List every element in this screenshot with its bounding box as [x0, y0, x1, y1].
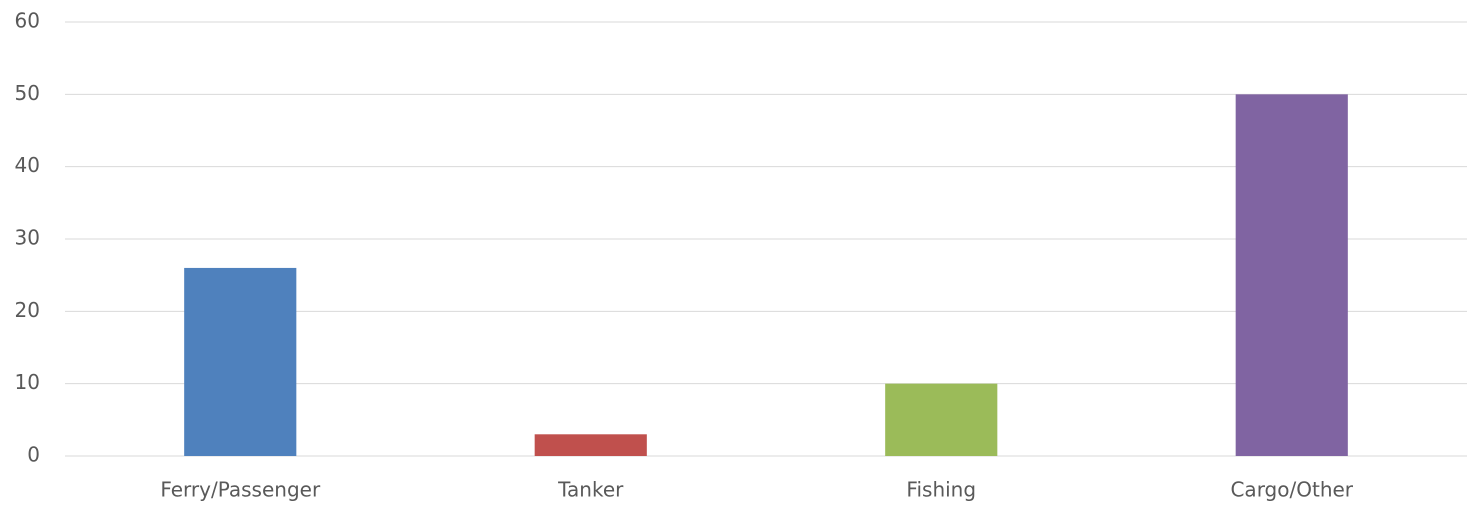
bar: [184, 267, 297, 456]
y-tick-label: 20: [15, 298, 40, 322]
bar: [1235, 94, 1348, 456]
y-tick-label: 40: [15, 153, 40, 177]
x-tick-label: Fishing: [906, 478, 976, 502]
x-tick-label: Ferry/Passenger: [160, 478, 321, 502]
x-tick-label: Cargo/Other: [1230, 478, 1353, 502]
y-tick-label: 50: [15, 81, 40, 105]
y-tick-label: 10: [15, 370, 40, 394]
y-tick-label: 30: [15, 226, 40, 250]
x-tick-label: Tanker: [557, 478, 624, 502]
bar: [885, 383, 998, 456]
y-tick-label: 60: [15, 9, 40, 33]
bar: [534, 434, 647, 456]
y-tick-label: 0: [27, 443, 40, 467]
